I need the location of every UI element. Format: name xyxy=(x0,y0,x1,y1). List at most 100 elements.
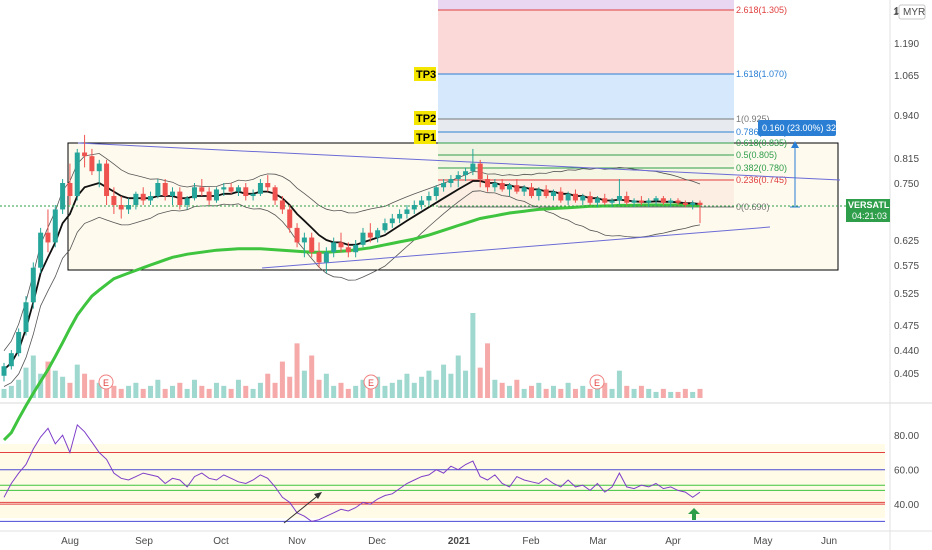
volume-bar xyxy=(89,379,95,398)
volume-bar xyxy=(199,385,205,398)
volume-bar xyxy=(682,388,688,398)
candle-body xyxy=(448,179,454,183)
volume-bar xyxy=(477,367,483,398)
volume-bar xyxy=(309,355,315,398)
candle-body xyxy=(228,187,234,192)
currency-badge[interactable] xyxy=(898,4,926,20)
time-tick: Aug xyxy=(61,536,79,547)
candle-body xyxy=(616,196,622,201)
volume-bar xyxy=(140,388,146,398)
candle-body xyxy=(111,196,117,205)
candle-body xyxy=(191,187,197,199)
volume-bar xyxy=(463,370,469,398)
candle-body xyxy=(287,209,293,228)
currency-label: MYR xyxy=(903,7,925,18)
time-tick: Mar xyxy=(589,536,607,547)
volume-bar xyxy=(206,388,212,398)
price-tick: 0.475 xyxy=(894,321,919,332)
price-tick: 0.750 xyxy=(894,179,919,190)
trendlines[interactable] xyxy=(0,142,890,269)
volume-bar xyxy=(74,364,80,398)
volume-bar xyxy=(470,313,476,398)
candle-body xyxy=(594,198,600,203)
candle-body xyxy=(543,189,549,197)
volume-bar xyxy=(96,382,102,398)
measure-label-box[interactable] xyxy=(758,120,836,136)
volume-bar xyxy=(389,382,395,398)
candle-body xyxy=(609,200,615,203)
candle-body xyxy=(624,196,630,203)
volume-bar xyxy=(492,379,498,398)
candle-body xyxy=(682,202,688,205)
candle-body xyxy=(397,213,403,219)
volume-bar xyxy=(580,385,586,398)
time-tick: Dec xyxy=(368,536,386,547)
volume-bar xyxy=(45,361,51,398)
volume-bar xyxy=(690,391,696,398)
candle-body xyxy=(353,244,359,253)
candle-body xyxy=(89,156,95,172)
rsi-divergence-arrow xyxy=(283,493,321,524)
time-tick: Jun xyxy=(821,536,837,547)
measure-label: 0.160 (23.00%) 32 xyxy=(762,123,836,133)
candle-body xyxy=(133,193,139,205)
volume-bar xyxy=(616,370,622,398)
candle-body xyxy=(375,230,381,238)
volume-bar xyxy=(8,385,14,398)
volume-bar xyxy=(404,373,410,398)
volume-bar xyxy=(301,370,307,398)
earnings-marker-icon xyxy=(589,374,605,390)
candle-body xyxy=(8,353,14,367)
earnings-marker-icon xyxy=(363,374,379,390)
time-tick: Sep xyxy=(135,536,153,547)
volume-bar xyxy=(543,388,549,398)
volume-bar xyxy=(485,343,491,398)
volume-bar xyxy=(279,361,285,398)
countdown-tag xyxy=(846,211,890,222)
candlesticks[interactable] xyxy=(1,134,703,382)
candle-body xyxy=(470,163,476,172)
candle-body xyxy=(279,200,285,210)
candle-body xyxy=(485,179,491,188)
volume-bar xyxy=(23,367,29,398)
candle-body xyxy=(140,193,146,201)
volume-bar xyxy=(448,373,454,398)
volume-bar xyxy=(587,388,593,398)
candle-body xyxy=(587,196,593,203)
candle-body xyxy=(52,209,58,243)
volume-bar xyxy=(170,385,176,398)
price-tick: 0.525 xyxy=(894,289,919,300)
candle-body xyxy=(360,232,366,245)
bollinger-bands xyxy=(3,153,701,387)
candle-body xyxy=(411,205,417,210)
rsi-band xyxy=(0,444,885,518)
candle-body xyxy=(646,200,652,203)
volume-bar xyxy=(594,385,600,398)
time-tick: May xyxy=(754,536,773,547)
volume-bar xyxy=(235,379,241,398)
fib-label: 0(0.690) xyxy=(736,202,770,212)
price-tick: 0.405 xyxy=(894,369,919,380)
target-badge xyxy=(414,111,436,125)
candle-body xyxy=(170,191,176,197)
volume-bar xyxy=(221,385,227,398)
target-labels[interactable]: TP1 TP2 TP3 xyxy=(414,67,436,144)
volume-bar xyxy=(16,379,22,398)
last-price-tag xyxy=(846,199,890,211)
earnings-marker-icon xyxy=(98,374,114,390)
volume-bar xyxy=(565,382,571,398)
candle-body xyxy=(580,196,586,201)
candle-body xyxy=(162,183,168,197)
candle-body xyxy=(345,247,351,253)
earnings-marker-label: E xyxy=(368,378,374,388)
candle-body xyxy=(213,189,219,201)
candle-body xyxy=(558,191,564,201)
candle-body xyxy=(1,366,7,376)
fib-label: 0.382(0.780) xyxy=(736,163,787,173)
volume-bars xyxy=(1,313,703,398)
volume-bar xyxy=(323,373,329,398)
target-badge xyxy=(414,130,436,144)
candle-body xyxy=(521,187,527,192)
